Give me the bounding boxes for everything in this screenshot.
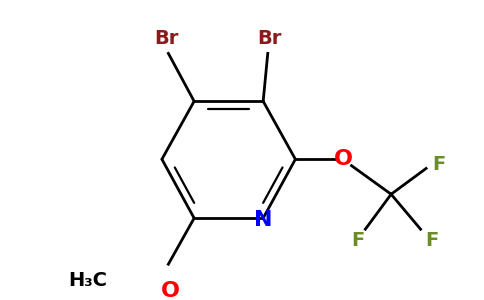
Text: Br: Br [257, 29, 282, 48]
Text: O: O [334, 149, 353, 169]
Text: Br: Br [154, 29, 179, 48]
Text: H₃C: H₃C [69, 271, 107, 290]
Text: O: O [161, 281, 180, 300]
Text: F: F [432, 155, 446, 174]
Text: F: F [425, 231, 438, 250]
Text: F: F [351, 231, 364, 250]
Text: N: N [254, 210, 272, 230]
